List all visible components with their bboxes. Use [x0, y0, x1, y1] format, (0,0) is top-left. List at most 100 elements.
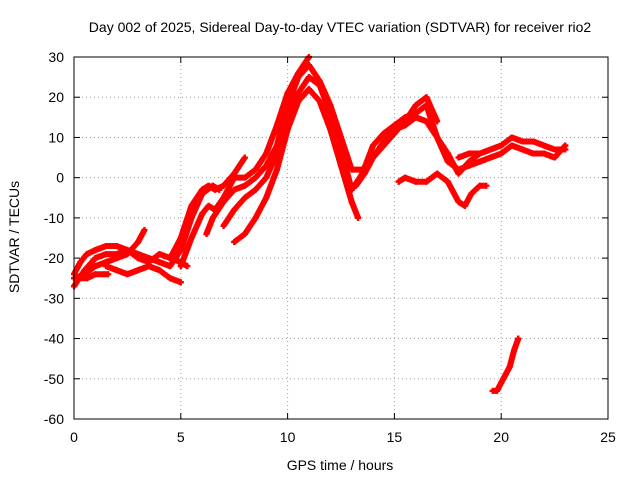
series-arc-14: [498, 142, 569, 161]
data-point: [466, 150, 473, 157]
data-point: [188, 202, 195, 209]
data-point: [156, 259, 163, 266]
data-point: [231, 206, 238, 213]
data-point: [348, 166, 355, 173]
y-axis-label: SDTVAR / TECUs: [6, 181, 22, 293]
data-point: [231, 186, 238, 193]
data-point: [135, 251, 142, 258]
data-point: [252, 174, 259, 181]
data-point: [530, 150, 537, 157]
data-point: [83, 251, 90, 258]
data-point: [241, 194, 248, 201]
data-point: [156, 251, 163, 258]
data-point: [105, 271, 112, 278]
data-point: [423, 118, 430, 125]
series-arc-6: [167, 154, 248, 262]
data-point: [113, 243, 120, 250]
x-tick-label: 15: [387, 429, 403, 445]
x-tick-label: 5: [177, 429, 185, 445]
data-point: [316, 82, 323, 89]
data-point: [391, 126, 398, 133]
data-point: [184, 263, 191, 270]
data-point: [327, 110, 334, 117]
data-point: [476, 150, 483, 157]
data-point: [316, 98, 323, 105]
series-arc-10: [231, 86, 362, 246]
data-point: [498, 379, 505, 386]
data-point: [508, 142, 515, 149]
data-point: [498, 150, 505, 157]
data-point: [540, 142, 547, 149]
data-point: [199, 186, 206, 193]
y-tick-label: -60: [44, 411, 64, 427]
y-tick-label: -20: [44, 250, 64, 266]
data-point: [167, 255, 174, 262]
data-point: [487, 154, 494, 161]
data-point: [348, 198, 355, 205]
data-point: [327, 126, 334, 133]
data-point: [77, 259, 84, 266]
chart-title: Day 002 of 2025, Sidereal Day-to-day VTE…: [89, 19, 592, 35]
data-point: [177, 279, 184, 286]
data-point: [220, 222, 227, 229]
data-point: [483, 182, 490, 189]
data-point: [412, 178, 419, 185]
data-point: [241, 174, 248, 181]
grid: [74, 57, 608, 419]
data-point: [515, 335, 522, 342]
data-point: [156, 267, 163, 274]
x-axis-label: GPS time / hours: [287, 457, 394, 473]
data-point: [199, 210, 206, 217]
data-point: [493, 387, 500, 394]
axis-ticks: 0 5 10 15 20 25 -60 -50 -40 -30 -20 -10 0 10 20 30: [44, 49, 616, 445]
data-point: [241, 182, 248, 189]
data-point: [402, 114, 409, 121]
data-point: [412, 102, 419, 109]
data-point: [519, 138, 526, 145]
data-point: [241, 154, 248, 161]
y-tick-label: 20: [48, 89, 64, 105]
data-point: [551, 146, 558, 153]
data-point: [92, 263, 99, 270]
data-point: [113, 255, 120, 262]
series-arc-15: [489, 335, 522, 394]
data-point: [444, 150, 451, 157]
data-point: [209, 214, 216, 221]
data-point: [92, 271, 99, 278]
data-point: [434, 134, 441, 141]
data-point: [203, 230, 210, 237]
y-tick-label: 0: [56, 170, 64, 186]
data-point: [530, 138, 537, 145]
data-point: [455, 170, 462, 177]
data-point: [361, 170, 368, 177]
series-arc-5: [103, 263, 184, 286]
data-point: [231, 239, 238, 246]
data-point: [177, 235, 184, 241]
data-point: [284, 126, 291, 133]
data-point: [141, 226, 148, 233]
data-point: [370, 154, 377, 161]
data-point: [338, 162, 344, 169]
data-point: [295, 90, 302, 97]
data-point: [423, 102, 430, 109]
data-point: [466, 158, 473, 165]
data-point: [506, 363, 513, 370]
data-point: [124, 251, 131, 258]
data-point: [188, 235, 195, 241]
data-point: [205, 182, 212, 189]
data-point: [511, 347, 518, 354]
data-point: [241, 230, 248, 237]
data-point: [380, 138, 387, 145]
data-point: [220, 182, 227, 189]
y-tick-label: -40: [44, 331, 64, 347]
data-point: [305, 74, 312, 81]
data-point: [551, 154, 558, 161]
data-point: [220, 198, 227, 205]
data-point: [167, 263, 174, 270]
data-point: [305, 86, 312, 93]
data-point: [444, 178, 451, 185]
data-point: [402, 122, 409, 129]
data-point: [412, 114, 419, 121]
data-point: [103, 263, 110, 270]
